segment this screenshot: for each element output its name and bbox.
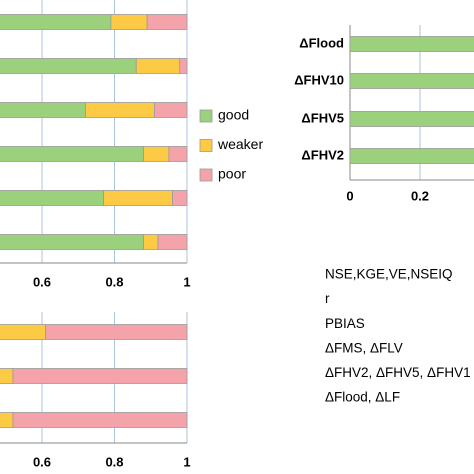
legend-label: good <box>218 107 249 123</box>
y-tick-label: ΔFHV2 <box>301 147 344 162</box>
text-legend-item: ΔFlood, ΔLF <box>325 390 400 405</box>
text-legend-item: ΔFHV2, ΔFHV5, ΔFHV1 <box>325 365 471 380</box>
bar-segment <box>0 324 47 340</box>
bar-segment <box>0 146 144 162</box>
legend-label: weaker <box>217 136 263 152</box>
text-legend-item: PBIAS <box>325 316 365 331</box>
bar-segment <box>146 14 188 30</box>
x-tick-label: 1 <box>183 274 190 289</box>
text-legend-item: NSE,KGE,VE,NSEIQ <box>325 267 453 282</box>
bar-segment <box>103 190 173 206</box>
bar-segment <box>45 324 188 340</box>
bar-segment <box>12 412 188 428</box>
bar-segment <box>0 190 105 206</box>
y-tick-label: ΔFHV10 <box>294 72 344 87</box>
legend-swatch <box>199 139 213 152</box>
bar-segment <box>0 368 14 384</box>
text-legend-item: r <box>325 291 330 306</box>
bar-segment <box>168 146 188 162</box>
bar-segment <box>349 111 474 127</box>
bar-segment <box>349 36 474 52</box>
bar-segment <box>12 368 188 384</box>
bar-segment <box>0 58 137 74</box>
bar-segment <box>135 58 181 74</box>
x-tick-label: 0.2 <box>411 188 429 203</box>
legend-label: poor <box>218 166 246 182</box>
bar-segment <box>0 14 112 30</box>
legend-swatch <box>199 109 213 123</box>
y-tick-label: ΔFlood <box>299 35 344 50</box>
legend-swatch <box>199 168 213 182</box>
x-tick-label: 0.6 <box>33 274 51 289</box>
y-tick-label: ΔFHV5 <box>301 110 344 125</box>
bar-segment <box>179 58 188 74</box>
bar-segment <box>143 146 170 162</box>
text-legend-item: ΔFMS, ΔFLV <box>325 340 403 355</box>
bar-segment <box>110 14 148 30</box>
x-tick-label: 0.6 <box>33 454 51 469</box>
bar-segment <box>0 102 86 118</box>
x-tick-label: 0.8 <box>105 274 123 289</box>
bar-segment <box>349 73 474 89</box>
bar-segment <box>157 234 188 250</box>
x-tick-label: 1 <box>183 454 190 469</box>
bar-segment <box>0 234 144 250</box>
bar-segment <box>349 148 474 164</box>
x-tick-label: 0.8 <box>105 454 123 469</box>
bar-segment <box>172 190 188 206</box>
bar-segment <box>143 234 159 250</box>
bar-segment <box>0 412 14 428</box>
bar-segment <box>85 102 155 118</box>
bar-segment <box>153 102 188 118</box>
x-tick-label: 0 <box>346 188 353 203</box>
